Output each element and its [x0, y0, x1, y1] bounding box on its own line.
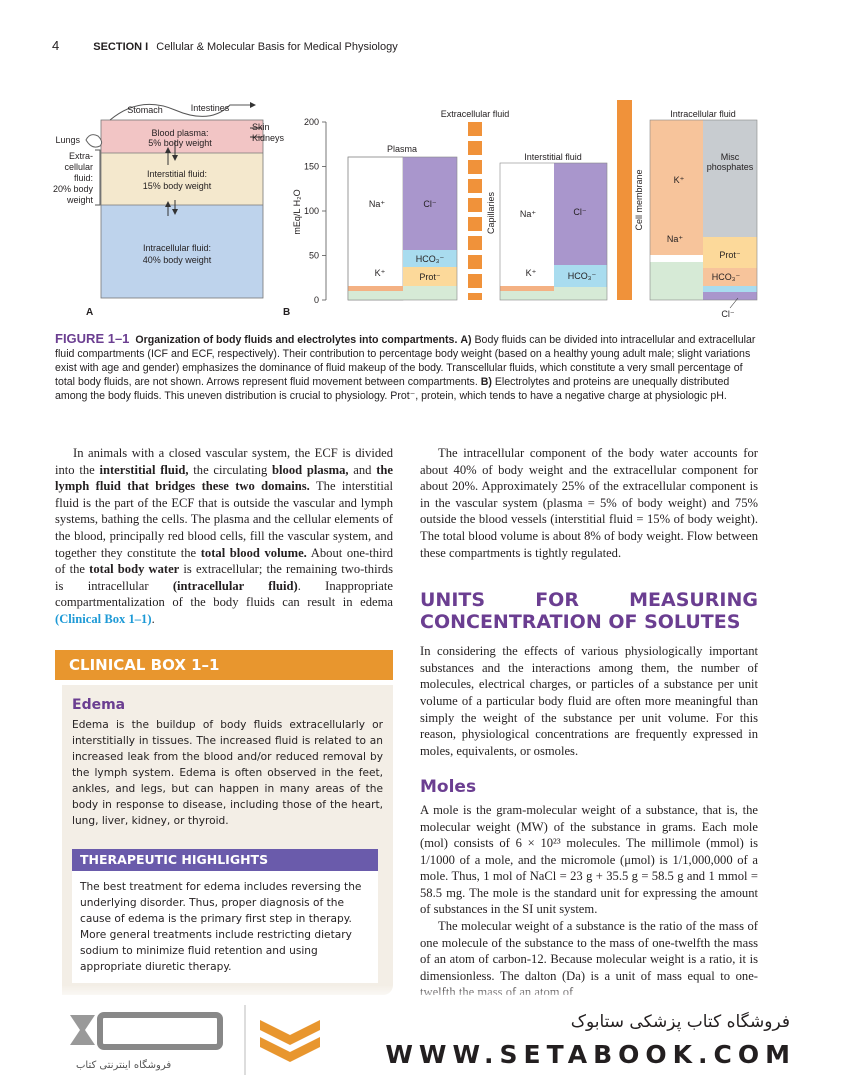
panel-a: Stomach Intestines Lungs Skin Kidneys Ex… [53, 102, 285, 318]
label: fluid: [74, 173, 93, 183]
paragraph: The intracellular component of the body … [420, 446, 758, 560]
text: B) [480, 376, 492, 388]
box-header: CLINICAL BOX 1–1 [55, 650, 393, 680]
y-axis-label: mEq/L H₂O [292, 189, 302, 234]
label: weight [66, 195, 94, 205]
text: blood plasma, [272, 462, 349, 477]
section-heading: UNITS FOR MEASURING CONCENTRATION OF SOL… [420, 589, 758, 634]
label: 5% body weight [148, 138, 212, 148]
text: Body fluids can be divided into intracel… [55, 334, 756, 388]
text: . Inappropriate compartmentalization of … [55, 578, 393, 610]
text: About one-third of the [55, 545, 394, 577]
label: Cell membrane [634, 169, 644, 230]
figure: Stomach Intestines Lungs Skin Kidneys Ex… [53, 100, 758, 319]
y-tick-label: 150 [304, 162, 319, 172]
text: the circulating [188, 462, 273, 477]
label: Interstitial fluid [524, 152, 582, 162]
text: interstitial fluid, [99, 462, 189, 477]
watermark-fade [0, 985, 844, 1080]
page-number: 4 [52, 38, 60, 53]
text: and [348, 462, 377, 477]
ion: K⁺ [526, 268, 537, 278]
ion: HCO₃⁻ [568, 271, 597, 281]
label: 15% body weight [143, 181, 212, 191]
text: The interstitial fluid is the part of th… [55, 479, 393, 560]
label: Plasma [387, 144, 417, 154]
ion: Cl⁻ [573, 207, 586, 217]
paragraph: The molecular weight of a substance is t… [420, 919, 758, 995]
paragraph: A mole is the gram-molecular weight of a… [420, 802, 758, 917]
label: Stomach [127, 105, 163, 115]
text: is extracellular; the remaining two-thir… [55, 562, 393, 593]
y-tick-label: 200 [304, 117, 319, 127]
box-subtitle: Edema [72, 697, 126, 713]
label: Kidneys [252, 133, 285, 143]
right-column: The intracellular component of the body … [420, 445, 758, 995]
caption-title: Organization of body fluids and electrol… [135, 334, 458, 346]
text: . [151, 611, 155, 626]
subheading: Moles [420, 777, 477, 798]
y-tick-label: 50 [309, 251, 319, 261]
box-text: Edema is the buildup of body fluids extr… [72, 719, 383, 827]
label: Intracellular fluid [670, 109, 736, 119]
figure-caption: FIGURE 1–1 Organization of body fluids an… [55, 332, 760, 403]
text: (intracellular fluid) [172, 578, 298, 593]
paragraph: In considering the effects of various ph… [420, 644, 758, 758]
website[interactable]: WWW.SETABOOK.COM [385, 1040, 796, 1069]
ion: phosphates [707, 162, 754, 172]
panel-letter: B [283, 307, 290, 318]
highlights-text: The best treatment for edema includes re… [72, 871, 378, 983]
label: Intestines [191, 103, 230, 113]
ion: Misc [721, 152, 740, 162]
label: 20% body [53, 184, 94, 194]
label: 40% body weight [143, 255, 212, 265]
ion: HCO₃⁻ [416, 254, 445, 264]
ion: HCO₃⁻ [712, 272, 741, 282]
label: Interstitial fluid: [147, 169, 207, 179]
ion: Na⁺ [520, 209, 537, 219]
left-column: In animals with a closed vascular system… [55, 445, 393, 628]
ion: Cl⁻ [423, 199, 436, 209]
highlights-header: THERAPEUTIC HIGHLIGHTS [72, 849, 378, 871]
ion: Na⁺ [667, 234, 684, 244]
logo-caption: فروشگاه اینترنتی کتاب [76, 1060, 172, 1071]
paragraph: In animals with a closed vascular system… [55, 445, 393, 628]
section-title: Cellular & Molecular Basis for Medical P… [156, 41, 398, 53]
text: Electrolytes and proteins are unequally … [55, 376, 730, 402]
label: Extracellular fluid [441, 109, 510, 119]
ion: Na⁺ [369, 199, 386, 209]
label: Skin [252, 122, 270, 132]
ion: Prot⁻ [719, 250, 741, 260]
running-header: 4 SECTION I Cellular & Molecular Basis for… [52, 38, 398, 53]
ion: K⁺ [375, 268, 386, 278]
label: Blood plasma: [151, 128, 208, 138]
text: total blood volume. [200, 545, 307, 560]
label: Capillaries [486, 191, 496, 234]
section: SECTION I [93, 41, 149, 53]
label: Lungs [55, 135, 80, 145]
ion: K⁺ [674, 175, 685, 185]
y-tick-label: 100 [304, 206, 319, 216]
text: A) [460, 334, 472, 346]
panel-letter: A [86, 307, 93, 318]
store-name: فروشگاه کتاب پزشکی ستابوک [570, 1012, 790, 1032]
ion: Prot⁻ [419, 272, 441, 282]
text: total body water [89, 562, 180, 577]
panel-b: mEq/L H₂O Extracellular fluid Plasma Int… [283, 100, 758, 319]
label: Intracellular fluid: [143, 243, 211, 253]
label: cellular [64, 162, 93, 172]
clinical-box: Edema Edema is the buildup of body fluid… [62, 685, 393, 995]
label: Extra- [69, 151, 93, 161]
ion: Cl⁻ [721, 309, 734, 319]
figure-label: FIGURE 1–1 [55, 331, 130, 346]
y-tick-label: 0 [314, 295, 319, 305]
cross-reference[interactable]: (Clinical Box 1–1) [55, 611, 152, 626]
text: the lymph fluid that bridges these two d… [55, 462, 394, 494]
text: In animals with a closed vascular system… [55, 446, 393, 477]
watermark-logo [70, 1005, 320, 1075]
